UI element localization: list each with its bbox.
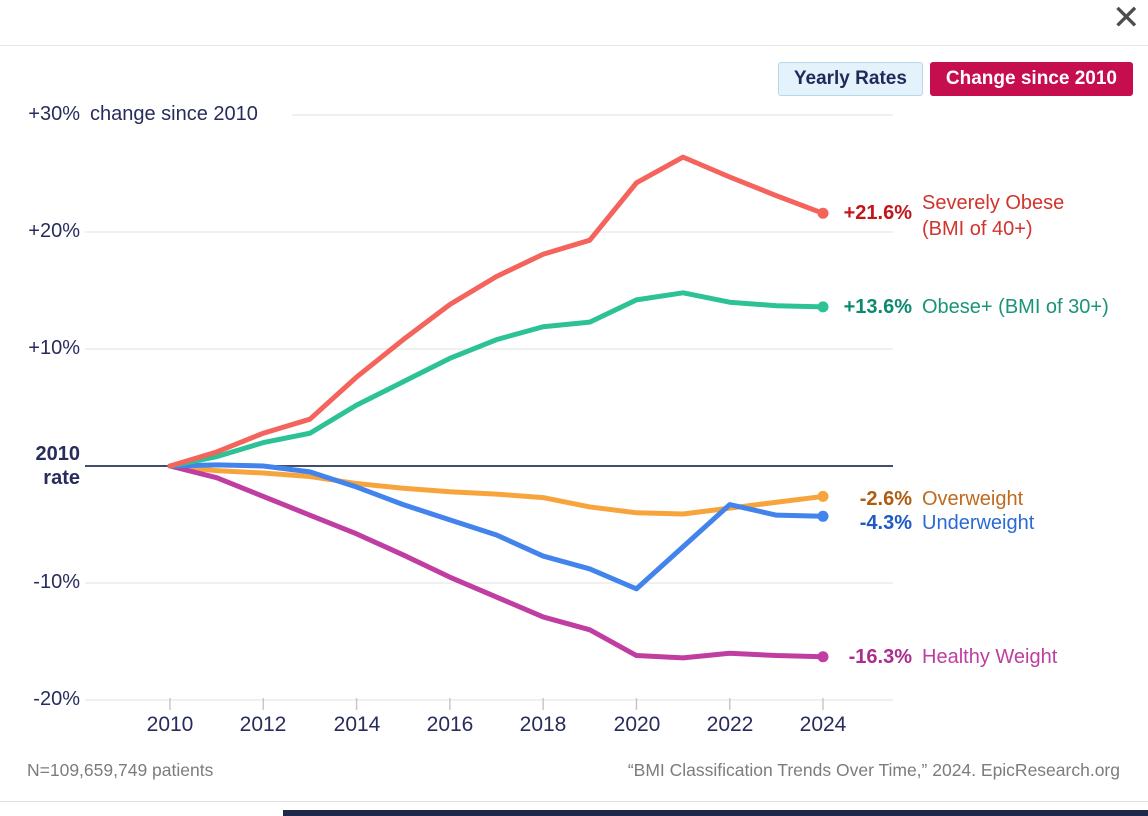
header-divider — [0, 45, 1148, 46]
y-tick-plus10: +10% — [28, 337, 80, 359]
x-tick-2024: 2024 — [799, 713, 847, 736]
overweight-value: -2.6% — [859, 488, 912, 510]
bottom-edge-bar — [283, 810, 1148, 816]
change-since-2010-button[interactable]: Change since 2010 — [929, 62, 1133, 96]
x-tick-2014: 2014 — [333, 713, 381, 736]
x-tick-2016: 2016 — [426, 713, 474, 736]
x-tick-2020: 2020 — [613, 713, 661, 736]
y-tick-minus10: -10% — [33, 571, 80, 593]
healthy-weight-value: -16.3% — [848, 646, 912, 668]
x-tick-2010: 2010 — [146, 713, 194, 736]
close-icon[interactable]: ✕ — [1112, 0, 1148, 40]
x-tick-2018: 2018 — [519, 713, 567, 736]
y-tick-plus30: +30% — [28, 103, 80, 125]
obese-plus-label: Obese+ (BMI of 30+) — [922, 296, 1109, 318]
severely-obese-label: Severely Obese (BMI of 40+) — [922, 192, 1065, 240]
y-axis-note: change since 2010 — [90, 103, 258, 125]
source-citation-text: “BMI Classification Trends Over Time,” 2… — [627, 760, 1120, 780]
severely-obese-value: +21.6% — [843, 202, 912, 224]
view-toggle-group: Yearly Rates Change since 2010 — [777, 62, 1133, 96]
x-tick-2022: 2022 — [706, 713, 754, 736]
underweight-value: -4.3% — [859, 512, 912, 534]
y-tick-minus20: -20% — [33, 688, 80, 710]
overweight-label: Overweight — [922, 488, 1024, 510]
yearly-rates-button[interactable]: Yearly Rates — [777, 62, 923, 96]
healthy-weight-label: Healthy Weight — [922, 646, 1058, 668]
footer-divider — [0, 801, 1148, 802]
sample-size-text: N=109,659,749 patients — [27, 760, 214, 780]
y-tick-plus20: +20% — [28, 220, 80, 242]
underweight-label: Underweight — [922, 512, 1035, 534]
obese-plus-value: +13.6% — [843, 296, 912, 318]
y-tick-2010-rate: 2010 rate — [35, 443, 81, 489]
x-tick-2012: 2012 — [239, 713, 287, 736]
